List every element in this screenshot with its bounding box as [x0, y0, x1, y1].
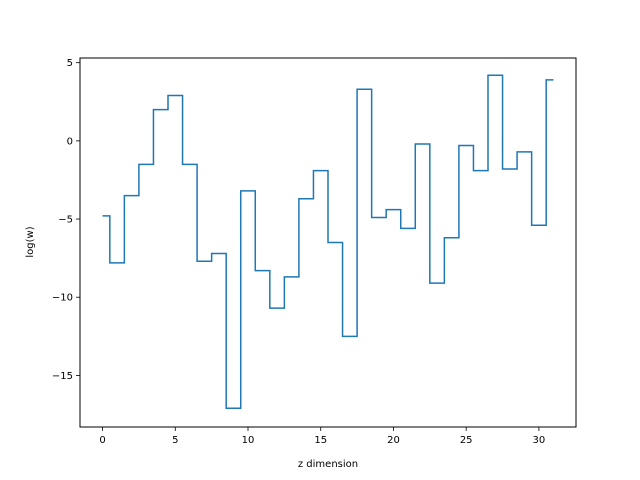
y-tick-label: 0 — [67, 136, 73, 147]
x-tick-label: 20 — [387, 435, 400, 446]
plot-frame — [79, 57, 577, 428]
x-tick-label: 10 — [242, 435, 255, 446]
x-tick-label: 25 — [460, 435, 473, 446]
y-tick-label: 5 — [67, 58, 73, 69]
x-axis-label: z dimension — [298, 459, 358, 470]
x-axis-ticks: 0 5 10 15 20 25 30 — [99, 427, 545, 446]
series-line — [102, 74, 554, 409]
x-tick-label: 15 — [314, 435, 327, 446]
x-tick-label: 30 — [533, 435, 546, 446]
y-axis-ticks: 5 0 −5 −10 −15 — [52, 58, 80, 382]
x-tick-label: 5 — [172, 435, 178, 446]
y-tick-label: −5 — [58, 215, 73, 226]
y-tick-label: −10 — [52, 293, 73, 304]
x-tick-label: 0 — [99, 435, 105, 446]
y-axis-label: log(w) — [25, 226, 36, 257]
y-tick-label: −15 — [52, 371, 73, 382]
data-layer — [102, 74, 554, 409]
